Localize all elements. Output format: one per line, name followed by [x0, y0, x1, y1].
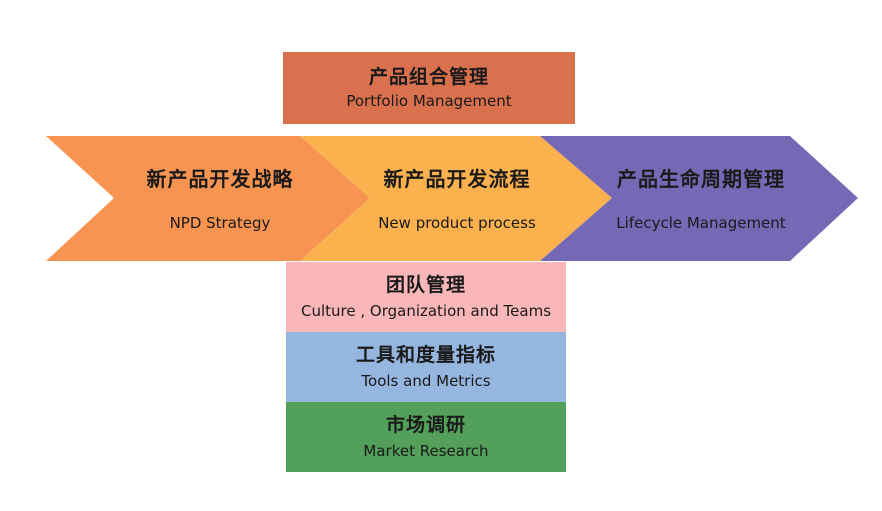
- culture-teams-box: 团队管理 Culture , Organization and Teams: [286, 262, 566, 332]
- new-product-process-zh: 新产品开发流程: [383, 167, 531, 191]
- lifecycle-management-arrow: [540, 136, 858, 261]
- npd-strategy-zh: 新产品开发战略: [146, 167, 294, 191]
- market-research-en: Market Research: [363, 442, 489, 460]
- market-research-zh: 市场调研: [385, 414, 466, 436]
- tools-metrics-en: Tools and Metrics: [361, 372, 491, 390]
- lifecycle-management-label: 产品生命周期管理 Lifecycle Management: [596, 167, 806, 233]
- npd-strategy-arrow: [46, 136, 370, 261]
- tools-metrics-zh: 工具和度量指标: [355, 344, 496, 366]
- lifecycle-management-zh: 产品生命周期管理: [617, 167, 785, 191]
- market-research-box: 市场调研 Market Research: [286, 402, 566, 472]
- portfolio-en-label: Portfolio Management: [346, 92, 512, 110]
- new-product-process-label: 新产品开发流程 New product process: [352, 167, 562, 233]
- portfolio-management-box: 产品组合管理 Portfolio Management: [283, 52, 575, 124]
- lifecycle-management-en: Lifecycle Management: [616, 214, 786, 232]
- new-product-process-arrow: [300, 136, 612, 261]
- npd-strategy-label: 新产品开发战略 NPD Strategy: [120, 167, 320, 233]
- npd-strategy-en: NPD Strategy: [169, 214, 271, 232]
- portfolio-zh-label: 产品组合管理: [368, 66, 489, 88]
- tools-metrics-box: 工具和度量指标 Tools and Metrics: [286, 332, 566, 402]
- culture-teams-en: Culture , Organization and Teams: [300, 302, 552, 320]
- culture-teams-zh: 团队管理: [385, 274, 466, 296]
- new-product-process-en: New product process: [378, 214, 536, 232]
